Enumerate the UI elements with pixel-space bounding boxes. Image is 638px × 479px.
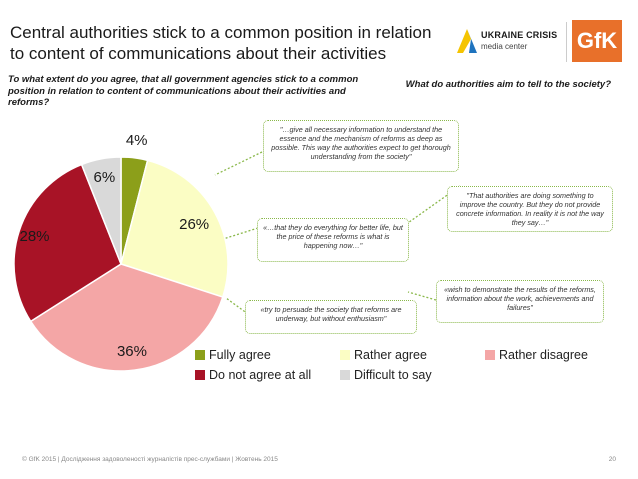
- legend-label: Rather agree: [354, 348, 427, 362]
- connector-lines: [214, 151, 461, 315]
- logo-divider: [566, 22, 567, 62]
- pie-label: 6%: [94, 169, 116, 186]
- pie-label: 36%: [117, 343, 147, 360]
- legend-swatch: [195, 350, 205, 360]
- quote-bubble-4: «wish to demonstrate the results of the …: [436, 280, 604, 323]
- legend-label: Rather disagree: [499, 348, 588, 362]
- ucmc-logo-subtext: media center: [481, 42, 528, 51]
- question-left: To what extent do you agree, that all go…: [8, 74, 359, 108]
- ucmc-emblem-icon: [457, 29, 477, 53]
- legend-swatch: [340, 350, 350, 360]
- footer-text: © GfK 2015 | Дослідження задоволеності ж…: [22, 456, 278, 463]
- legend-label: Difficult to say: [354, 368, 432, 382]
- quote-bubble-5: «try to persuade the society that reform…: [245, 300, 417, 334]
- legend-item-difficult: Difficult to say: [340, 368, 432, 382]
- legend-label: Fully agree: [209, 348, 271, 362]
- pie-slice-rather-disagree: [29, 263, 224, 372]
- pie-slice-difficult-to-say: [80, 156, 122, 265]
- legend-item-do-not-agree: Do not agree at all: [195, 368, 311, 382]
- legend-swatch: [340, 370, 350, 380]
- pie-label: 28%: [19, 228, 49, 245]
- pie-slice-rather-agree: [120, 159, 229, 299]
- pie-label: 26%: [179, 216, 209, 233]
- title-line-2: to content of communications about their…: [10, 44, 387, 63]
- page-number: 20: [608, 456, 616, 463]
- legend-item-rather-agree: Rather agree: [340, 348, 427, 362]
- legend-swatch: [485, 350, 495, 360]
- quote-bubble-1: "…give all necessary information to unde…: [263, 120, 459, 172]
- pie-label: 4%: [126, 132, 148, 149]
- slide-title: Central authorities stick to a common po…: [10, 22, 460, 64]
- ukraine-crisis-logo: UKRAINE CRISIS media center: [455, 24, 565, 58]
- title-line-1: Central authorities stick to a common po…: [10, 23, 432, 42]
- quote-bubble-3: «…that they do everything for better lif…: [257, 218, 409, 262]
- quote-bubble-2: "That authorities are doing something to…: [447, 186, 613, 232]
- legend-label: Do not agree at all: [209, 368, 312, 382]
- gfk-logo: GfK: [572, 20, 622, 62]
- question-right: What do authorities aim to tell to the s…: [405, 79, 611, 90]
- legend-swatch: [195, 370, 205, 380]
- pie-chart: 4% 26% 36% 28% 6%: [13, 132, 229, 372]
- legend-item-fully-agree: Fully agree: [195, 348, 271, 362]
- ucmc-logo-text: UKRAINE CRISIS: [481, 30, 558, 40]
- legend-item-rather-disagree: Rather disagree: [485, 348, 588, 362]
- pie-slice-do-not-agree-at-all: [13, 163, 122, 323]
